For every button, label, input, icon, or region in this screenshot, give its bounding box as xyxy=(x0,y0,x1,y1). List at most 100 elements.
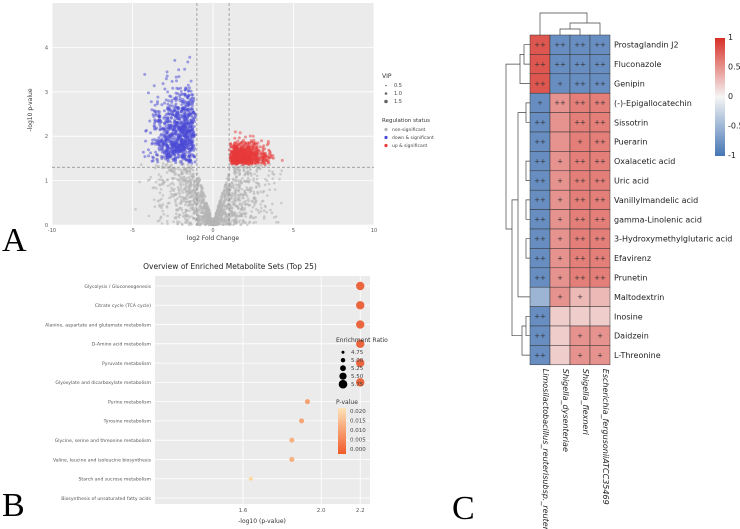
volcano-point-down xyxy=(171,86,175,90)
volcano-point-ns xyxy=(190,215,193,218)
volcano-point-ns xyxy=(188,188,191,191)
volcano-point-ns xyxy=(217,210,221,213)
heatmap-cell-mark: ++ xyxy=(534,351,546,359)
enrichment-size-legend-dot xyxy=(338,379,348,389)
volcano-point-down xyxy=(177,112,181,116)
heatmap-cell-mark: + xyxy=(577,293,583,301)
volcano-point-down xyxy=(183,119,187,123)
volcano-point-up xyxy=(236,150,240,154)
volcano-point-down xyxy=(174,79,178,83)
dendrogram-branch xyxy=(511,199,522,337)
volcano-point-down xyxy=(175,137,179,141)
volcano-point-ns xyxy=(159,175,163,179)
volcano-point-down xyxy=(153,142,157,146)
volcano-point-down xyxy=(169,116,173,120)
volcano-point-ns xyxy=(219,217,222,221)
panel-a-label: A xyxy=(2,222,27,259)
volcano-y-tick: 0 xyxy=(45,223,48,229)
volcano-point-ns xyxy=(188,199,192,203)
volcano-point-ns xyxy=(253,203,256,207)
volcano-point-ns xyxy=(158,205,161,208)
heatmap-cell-mark: + xyxy=(557,177,563,185)
enrichment-size-legend-label: 4.75 xyxy=(351,350,364,356)
volcano-point-ns xyxy=(203,204,206,207)
volcano-point-up xyxy=(266,141,270,145)
dendrogram-branch xyxy=(525,315,530,337)
volcano-point-ns xyxy=(206,206,209,210)
volcano-point-ns xyxy=(158,199,161,202)
volcano-point-ns xyxy=(256,192,260,195)
volcano-point-ns xyxy=(216,215,219,219)
volcano-point-ns xyxy=(214,212,218,215)
volcano-point-ns xyxy=(186,176,189,180)
volcano-point-down xyxy=(173,58,177,62)
volcano-point-up xyxy=(238,153,242,157)
volcano-point-down xyxy=(175,122,179,126)
volcano-point-ns xyxy=(191,169,195,172)
volcano-point-down xyxy=(167,99,171,103)
volcano-point-down xyxy=(163,87,167,91)
volcano-point-ns xyxy=(230,210,233,214)
volcano-point-up xyxy=(251,155,255,159)
volcano-point-up xyxy=(267,156,271,160)
volcano-point-ns xyxy=(237,220,241,224)
volcano-point-down xyxy=(192,125,196,129)
volcano-point-ns xyxy=(165,206,169,209)
volcano-point-down xyxy=(149,131,153,135)
volcano-point-down xyxy=(163,135,167,139)
dendrogram-branch xyxy=(523,44,530,65)
volcano-point-ns xyxy=(161,209,165,213)
volcano-point-ns xyxy=(184,211,187,214)
volcano-point-ns xyxy=(183,217,187,221)
vip-legend-dot xyxy=(385,84,387,87)
volcano-point-down xyxy=(156,141,160,145)
volcano-x-tick: 0 xyxy=(211,228,214,234)
volcano-point-ns xyxy=(200,215,204,219)
volcano-x-label: log2 Fold Change xyxy=(187,235,239,242)
enrichment-point xyxy=(356,281,365,291)
volcano-point-down xyxy=(153,125,157,129)
volcano-point-down xyxy=(192,148,196,152)
volcano-point-ns xyxy=(243,190,246,194)
volcano-point-ns xyxy=(182,212,185,215)
volcano-point-ns xyxy=(255,167,259,170)
heatmap-cell-mark: ++ xyxy=(574,119,586,127)
volcano-point-ns xyxy=(235,214,238,218)
volcano-point-up xyxy=(252,143,256,147)
volcano-point-ns xyxy=(218,212,221,216)
volcano-point-up xyxy=(256,152,260,156)
volcano-point-up xyxy=(264,155,268,159)
pvalue-legend-label: 0.020 xyxy=(350,409,366,415)
volcano-point-ns xyxy=(168,196,171,200)
volcano-point-up xyxy=(238,149,242,153)
volcano-point-up xyxy=(261,152,265,156)
volcano-point-ns xyxy=(154,180,158,184)
volcano-point-down xyxy=(174,75,178,79)
heatmap-cell-mark: + xyxy=(557,216,563,224)
volcano-point-down xyxy=(157,110,161,114)
volcano-point-ns xyxy=(226,222,229,225)
heatmap-cell-mark: ++ xyxy=(574,216,586,224)
volcano-point-down xyxy=(174,161,178,165)
volcano-point-up xyxy=(248,153,252,157)
volcano-point-ns xyxy=(241,219,245,222)
volcano-point-down xyxy=(174,130,178,134)
volcano-point-ns xyxy=(204,201,208,205)
volcano-point-ns xyxy=(185,219,188,223)
volcano-point-down xyxy=(165,70,169,74)
heatmap-cell-mark: + xyxy=(577,332,583,340)
volcano-point-ns xyxy=(240,196,244,199)
volcano-point-down xyxy=(155,100,159,104)
volcano-point-ns xyxy=(233,218,236,222)
vip-legend-title: VIP xyxy=(382,73,392,80)
volcano-point-ns xyxy=(175,208,179,212)
volcano-point-ns xyxy=(148,178,151,181)
vip-legend-dot xyxy=(384,99,388,104)
volcano-point-ns xyxy=(240,187,244,191)
volcano-point-ns xyxy=(180,172,184,175)
volcano-point-ns xyxy=(275,220,278,224)
volcano-point-ns xyxy=(162,212,166,216)
volcano-point-ns xyxy=(222,223,225,227)
volcano-point-ns xyxy=(173,216,176,219)
volcano-point-down xyxy=(185,158,189,162)
